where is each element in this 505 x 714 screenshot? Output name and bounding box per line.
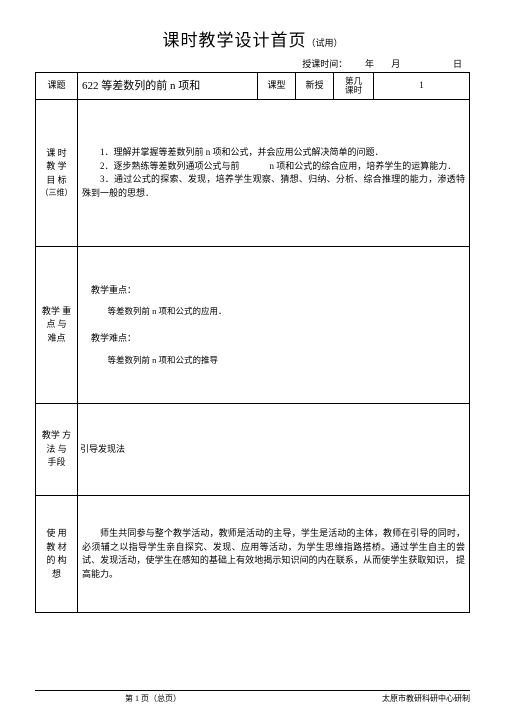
- footer: 第 1 页（总页） 太原市教研科研中心研制: [35, 690, 470, 704]
- page-title-main: 课时教学设计首页: [162, 31, 306, 50]
- footer-left: 第 1 页（总页）: [125, 693, 181, 704]
- focus-diff-title: 教学难点：: [82, 332, 465, 346]
- time-day: 日: [407, 57, 462, 70]
- goals-item1: 1．理解并掌握等差数列前 n 项和公式，并会应用公式解决简单的问题．: [82, 146, 465, 160]
- method-label: 教学 方 法 与 手段: [36, 404, 78, 496]
- material-text: 师生共同参与整个教学活动，教师是活动的主导，学生是活动的主体，教师在引导的同时，…: [82, 527, 465, 581]
- period-value: 1: [374, 73, 470, 100]
- goals-label: 课 时 教 学 目 标: [40, 147, 73, 188]
- method-row: 教学 方 法 与 手段 引导发现法: [36, 404, 470, 496]
- page-root: 课时教学设计首页（试用） 授课时间： 年 月 日 课题 622 等差数列的前 n…: [0, 0, 505, 714]
- material-content: 师生共同参与整个教学活动，教师是活动的主导，学生是活动的主体，教师在引导的同时，…: [78, 496, 470, 613]
- goals-item2-post: n 项和公式的综合应用，培养学生的运算能力．: [270, 161, 457, 171]
- topic-label: 课题: [36, 73, 78, 100]
- focus-row: 教学 重 点 与 难点 教学重点： 等差数列前 n 项和公式的应用． 教学难点：…: [36, 247, 470, 404]
- focus-label: 教学 重 点 与 难点: [36, 247, 78, 404]
- topic-value-text: 622 等差数列的前 n 项和: [82, 80, 200, 92]
- goals-content: 1．理解并掌握等差数列前 n 项和公式，并会应用公式解决简单的问题． 2．逐步熟…: [78, 100, 470, 247]
- period-label: 第几 课时: [334, 73, 374, 100]
- type-label: 课型: [258, 73, 296, 100]
- goals-sublabel: （三维）: [40, 187, 73, 199]
- time-month: 月: [387, 57, 405, 70]
- time-year: 年: [355, 57, 385, 70]
- goals-item2-pre: 2．逐步熟练等差数列通项公式与前: [100, 161, 240, 171]
- goals-item2: 2．逐步熟练等差数列通项公式与前 n 项和公式的综合应用，培养学生的运算能力．: [82, 160, 465, 174]
- material-label: 使 用 教 材 的 构 想: [36, 496, 78, 613]
- focus-diff-text: 等差数列前 n 项和公式的推导: [82, 354, 465, 367]
- time-bar: 授课时间： 年 月 日: [35, 57, 470, 70]
- method-text: 引导发现法: [80, 444, 125, 454]
- goals-row: 课 时 教 学 目 标 （三维） 1．理解并掌握等差数列前 n 项和公式，并会应…: [36, 100, 470, 247]
- type-value: 新授: [296, 73, 334, 100]
- focus-key-title: 教学重点：: [82, 284, 465, 298]
- page-title-suffix: （试用）: [306, 38, 342, 48]
- method-content: 引导发现法: [78, 404, 470, 496]
- focus-key-text: 等差数列前 n 项和公式的应用．: [82, 305, 465, 318]
- topic-value: 622 等差数列的前 n 项和: [78, 73, 258, 100]
- material-row: 使 用 教 材 的 构 想 师生共同参与整个教学活动，教师是活动的主导，学生是活…: [36, 496, 470, 613]
- goals-item3: 3．通过公式的探索、发现，培养学生观察、猜想、归纳、分析、综合推理的能力，渗透特…: [82, 173, 465, 200]
- page-title: 课时教学设计首页（试用）: [35, 26, 470, 51]
- header-row: 课题 622 等差数列的前 n 项和 课型 新授 第几 课时 1: [36, 73, 470, 100]
- focus-content: 教学重点： 等差数列前 n 项和公式的应用． 教学难点： 等差数列前 n 项和公…: [78, 247, 470, 404]
- time-label: 授课时间：: [302, 57, 352, 70]
- main-table: 课题 622 等差数列的前 n 项和 课型 新授 第几 课时 1 课 时 教 学…: [35, 72, 470, 613]
- goals-label-cell: 课 时 教 学 目 标 （三维）: [36, 100, 78, 247]
- footer-right: 太原市教研科研中心研制: [382, 693, 470, 704]
